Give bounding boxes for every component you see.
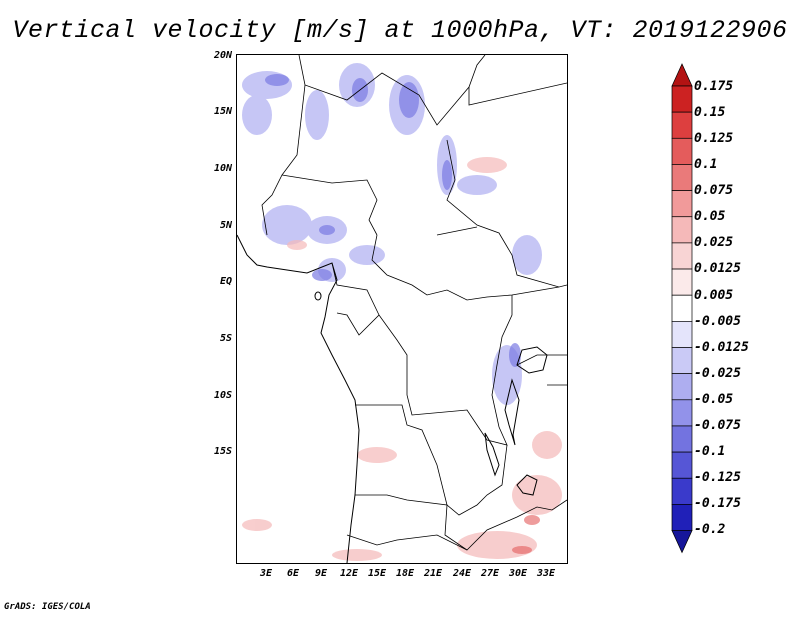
colorbar-swatch [671,216,693,244]
shading-negative [242,63,542,405]
coastline [237,234,360,563]
colorbar-swatch [671,477,693,505]
colorbar-label: -0.0125 [694,340,749,355]
colorbar-swatch [671,190,693,218]
colorbar-swatch [671,164,693,191]
colorbar-swatch [671,268,693,296]
shading-positive [242,157,562,561]
colorbar-swatch [671,399,693,427]
colorbar-swatch [671,137,693,165]
lat-label-15s: 15S [213,446,232,457]
lon-label-15e: 15E [367,568,387,579]
shading-positive-strong [512,515,540,554]
colorbar-label: -0.1 [694,444,726,459]
colorbar-label: 0.0125 [694,261,741,276]
colorbar-label: -0.125 [694,470,741,485]
colorbar-label: 0.075 [694,183,734,198]
map-panel [236,54,568,564]
colorbar-swatch [671,321,693,348]
lon-label-18e: 18E [395,568,415,579]
colorbar-label: -0.05 [694,392,734,407]
lat-label-15n: 15N [213,106,232,117]
colorbar-swatch [671,451,693,479]
colorbar-arrow-top [671,63,693,87]
lon-label-24e: 24E [452,568,472,579]
lon-label-30e: 30E [508,568,528,579]
country-borders [261,55,567,551]
colorbar-label: 0.125 [694,131,734,146]
map-canvas [237,55,567,563]
colorbar-label: 0.025 [694,235,734,250]
colorbar-swatch [671,373,693,401]
colorbar-label: 0.005 [694,288,734,303]
lat-label-5s: 5S [219,333,232,344]
colorbar-swatch [671,85,693,113]
colorbar-label: -0.075 [694,418,741,433]
colorbar-label: -0.005 [694,314,741,329]
lat-label-10s: 10S [213,390,232,401]
lon-label-12e: 12E [339,568,359,579]
map-title: Vertical velocity [m/s] at 1000hPa, VT: … [12,16,788,45]
lon-label-27e: 27E [480,568,500,579]
lon-label-9e: 9E [314,568,328,579]
lon-label-3e: 3E [259,568,273,579]
colorbar-swatch [671,294,693,322]
lakes [314,291,548,496]
colorbar-label: 0.15 [694,105,726,120]
grads-credit: GrADS: IGES/COLA [4,602,91,612]
colorbar-swatch [671,242,693,270]
lat-label-10n: 10N [213,163,232,174]
shading-negative-strong [265,74,521,367]
colorbar-label: -0.2 [694,522,726,537]
colorbar-label: 0.05 [694,209,726,224]
colorbar-swatch [671,425,693,453]
colorbar-swatch [671,504,693,531]
colorbar-label: -0.175 [694,496,741,511]
colorbar-label: 0.175 [694,79,734,94]
lat-label-eq: EQ [219,276,232,287]
colorbar [671,63,693,554]
colorbar-arrow-bottom [671,530,693,554]
colorbar-label: 0.1 [694,157,718,172]
colorbar-swatch [671,111,693,139]
colorbar-label: -0.025 [694,366,741,381]
lon-label-21e: 21E [423,568,443,579]
lat-label-20n: 20N [213,50,232,61]
colorbar-swatch [671,347,693,374]
lon-label-6e: 6E [286,568,300,579]
lon-label-33e: 33E [536,568,556,579]
lat-label-5n: 5N [219,220,232,231]
